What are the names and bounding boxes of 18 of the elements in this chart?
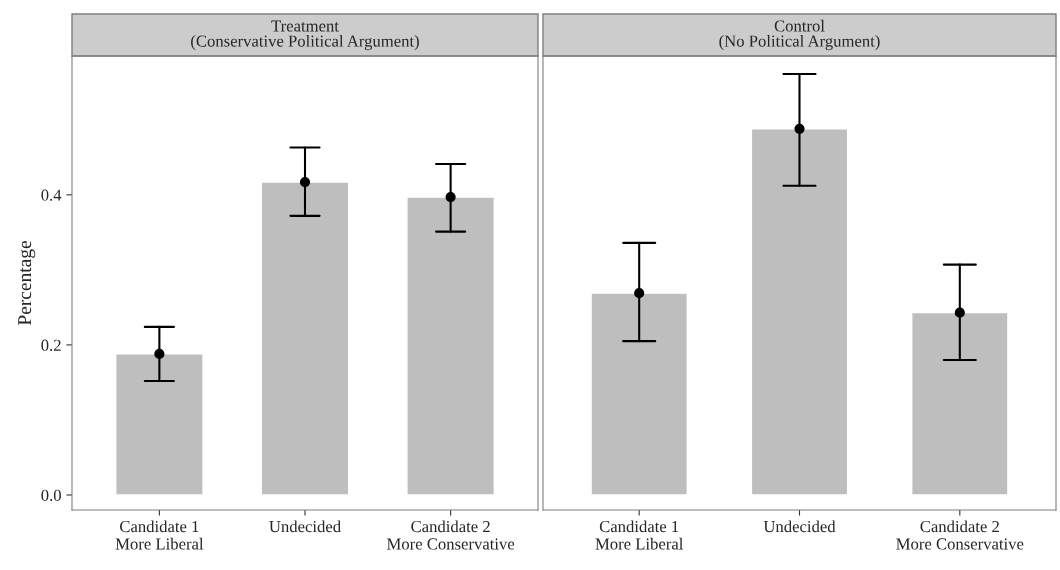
- y-tick-label: 0.2: [41, 339, 61, 351]
- point: [445, 191, 456, 203]
- x-tick-label: Candidate 2 More Conservative: [387, 520, 515, 550]
- bar: [114, 353, 204, 496]
- x-tick-label: Candidate 1 More Liberal: [115, 520, 204, 550]
- x-tick-label: Undecided: [763, 520, 836, 533]
- chart-title: Control (No Political Argument): [719, 19, 880, 51]
- y-axis-title: Percentage: [18, 241, 36, 326]
- point: [299, 176, 311, 188]
- x-tick-label: Candidate 2 More Conservative: [896, 520, 1024, 550]
- bar: [260, 181, 350, 496]
- y-tick-label: 0.0: [41, 489, 61, 502]
- point: [154, 348, 165, 360]
- x-tick-label: Candidate 1 More Liberal: [595, 520, 684, 550]
- x-tick-label: Undecided: [269, 520, 341, 533]
- bar: [406, 196, 496, 496]
- chart-title: Treatment (Conservative Political Argument): [191, 20, 419, 51]
- y-tick-label: 0.4: [41, 189, 62, 201]
